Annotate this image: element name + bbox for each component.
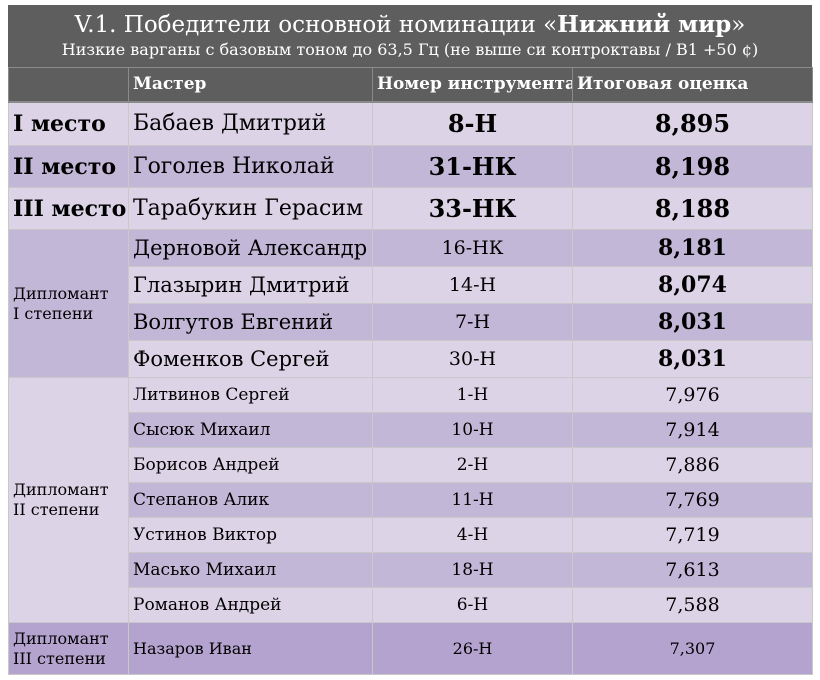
title-prefix: V.1. Победители основной номинации « (74, 12, 558, 38)
final-score: 8,074 (572, 266, 813, 304)
master-name: Степанов Алик (128, 482, 373, 518)
master-name: Романов Андрей (128, 587, 373, 623)
diploma-1-label-line2: I степени (13, 303, 94, 323)
master-name: Глазырин Дмитрий (128, 266, 373, 304)
master-name: Тарабукин Герасим (128, 187, 373, 230)
master-name: Литвинов Сергей (128, 377, 373, 413)
table-row: Дипломант I степени Дерновой Александр 16… (8, 229, 813, 378)
diploma-1-label: Дипломант I степени (8, 229, 129, 378)
instrument-number: 1-Н (372, 377, 573, 413)
master-name: Дерновой Александр (128, 229, 373, 267)
instrument-number: 11-Н (372, 482, 573, 518)
header-place (8, 67, 129, 102)
instrument-number: 8-Н (372, 100, 573, 146)
final-score: 7,588 (572, 587, 813, 623)
header-master: Мастер (128, 67, 373, 102)
place-label: I место (8, 100, 129, 146)
final-score: 8,895 (572, 100, 813, 146)
header-number: Номер инструмента (372, 67, 573, 102)
table-row: Устинов Виктор 4-Н 7,719 (8, 517, 813, 553)
diploma-3-label-line2: III степени (13, 648, 106, 668)
final-score: 7,719 (572, 517, 813, 553)
table-row-first-place: I место Бабаев Дмитрий 8-Н 8,895 (8, 100, 813, 146)
results-table: Мастер Номер инструмента Итоговая оценка… (8, 67, 813, 675)
instrument-number: 6-Н (372, 587, 573, 623)
diploma-3-label: Дипломант III степени (8, 622, 129, 675)
diploma-2-label-line1: Дипломант (13, 480, 109, 499)
final-score: 8,031 (572, 340, 813, 378)
master-name: Гоголев Николай (128, 145, 373, 188)
final-score: 7,613 (572, 552, 813, 588)
table-row: Степанов Алик 11-Н 7,769 (8, 482, 813, 518)
table-row: Дипломант III степени Назаров Иван 26-Н 7… (8, 622, 813, 675)
instrument-number: 26-Н (372, 622, 573, 675)
place-label: III место (8, 187, 129, 230)
instrument-number: 10-Н (372, 412, 573, 448)
title-bold: Нижний мир (557, 11, 732, 38)
instrument-number: 4-Н (372, 517, 573, 553)
final-score: 8,188 (572, 187, 813, 230)
page-title: V.1. Победители основной номинации «Нижн… (8, 11, 812, 39)
table-row-second-place: II место Гоголев Николай 31-НК 8,198 (8, 145, 813, 188)
instrument-number: 7-Н (372, 303, 573, 341)
instrument-number: 33-НК (372, 187, 573, 230)
table-row-third-place: III место Тарабукин Герасим 33-НК 8,188 (8, 187, 813, 230)
table-row: Романов Андрей 6-Н 7,588 (8, 587, 813, 623)
final-score: 8,031 (572, 303, 813, 341)
header-score: Итоговая оценка (572, 67, 813, 102)
master-name: Бабаев Дмитрий (128, 100, 373, 146)
final-score: 7,976 (572, 377, 813, 413)
page-subtitle: Низкие варганы с базовым тоном до 63,5 Г… (61, 40, 759, 59)
diploma-3-label-line1: Дипломант (13, 628, 109, 648)
table-row: Фоменков Сергей 30-Н 8,031 (8, 340, 813, 378)
master-name: Устинов Виктор (128, 517, 373, 553)
master-name: Борисов Андрей (128, 447, 373, 483)
instrument-number: 16-НК (372, 229, 573, 267)
instrument-number: 2-Н (372, 447, 573, 483)
instrument-number: 14-Н (372, 266, 573, 304)
results-document: V.1. Победители основной номинации «Нижн… (8, 5, 813, 675)
master-name: Фоменков Сергей (128, 340, 373, 378)
header-row: Мастер Номер инструмента Итоговая оценка (8, 67, 813, 102)
table-row: Сысюк Михаил 10-Н 7,914 (8, 412, 813, 448)
final-score: 7,886 (572, 447, 813, 483)
table-header: Мастер Номер инструмента Итоговая оценка (8, 67, 813, 102)
diploma-1-label-line1: Дипломант (13, 283, 109, 303)
master-name: Волгутов Евгений (128, 303, 373, 341)
instrument-number: 18-Н (372, 552, 573, 588)
instrument-number: 31-НК (372, 145, 573, 188)
master-name: Сысюк Михаил (128, 412, 373, 448)
place-label: II место (8, 145, 129, 188)
instrument-number: 30-Н (372, 340, 573, 378)
master-name: Назаров Иван (128, 622, 373, 675)
master-name: Масько Михаил (128, 552, 373, 588)
table-row: Глазырин Дмитрий 14-Н 8,074 (8, 266, 813, 304)
diploma-2-label: Дипломант II степени (8, 377, 129, 623)
final-score: 8,198 (572, 145, 813, 188)
table-row: Дипломант II степени Литвинов Сергей 1-Н … (8, 377, 813, 623)
table-row: Борисов Андрей 2-Н 7,886 (8, 447, 813, 483)
title-bar: V.1. Победители основной номинации «Нижн… (8, 5, 812, 67)
table-row: Масько Михаил 18-Н 7,613 (8, 552, 813, 588)
final-score: 7,307 (572, 622, 813, 675)
final-score: 7,769 (572, 482, 813, 518)
diploma-2-label-line2: II степени (13, 500, 100, 519)
final-score: 8,181 (572, 229, 813, 267)
title-suffix: » (731, 12, 746, 38)
table-row: Волгутов Евгений 7-Н 8,031 (8, 303, 813, 341)
final-score: 7,914 (572, 412, 813, 448)
